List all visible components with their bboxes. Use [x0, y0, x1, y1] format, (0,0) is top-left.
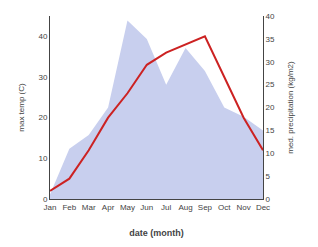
svg-text:Oct: Oct — [218, 203, 231, 212]
svg-text:Mar: Mar — [82, 203, 96, 212]
svg-text:Aug: Aug — [178, 203, 192, 212]
svg-text:15: 15 — [266, 126, 275, 135]
svg-text:0: 0 — [266, 195, 271, 204]
svg-text:20: 20 — [38, 113, 47, 122]
svg-text:Sep: Sep — [198, 203, 213, 212]
svg-text:10: 10 — [38, 154, 47, 163]
svg-text:date (month): date (month) — [129, 228, 184, 238]
svg-text:40: 40 — [38, 32, 47, 41]
svg-text:May: May — [120, 203, 135, 212]
svg-text:Nov: Nov — [237, 203, 251, 212]
svg-text:Apr: Apr — [102, 203, 115, 212]
svg-text:10: 10 — [266, 149, 275, 158]
svg-text:Dec: Dec — [256, 203, 270, 212]
svg-text:med. precipitation (kg/m2): med. precipitation (kg/m2) — [286, 61, 295, 154]
svg-text:30: 30 — [266, 58, 275, 67]
svg-text:5: 5 — [266, 172, 271, 181]
svg-text:Jul: Jul — [161, 203, 171, 212]
svg-text:40: 40 — [266, 12, 275, 21]
svg-text:0: 0 — [43, 195, 48, 204]
svg-text:Jun: Jun — [140, 203, 153, 212]
svg-text:35: 35 — [266, 35, 275, 44]
svg-text:25: 25 — [266, 80, 275, 89]
svg-text:max temp (C): max temp (C) — [17, 83, 26, 132]
svg-text:Feb: Feb — [62, 203, 76, 212]
svg-text:20: 20 — [266, 103, 275, 112]
svg-text:Jan: Jan — [44, 203, 57, 212]
svg-text:30: 30 — [38, 73, 47, 82]
